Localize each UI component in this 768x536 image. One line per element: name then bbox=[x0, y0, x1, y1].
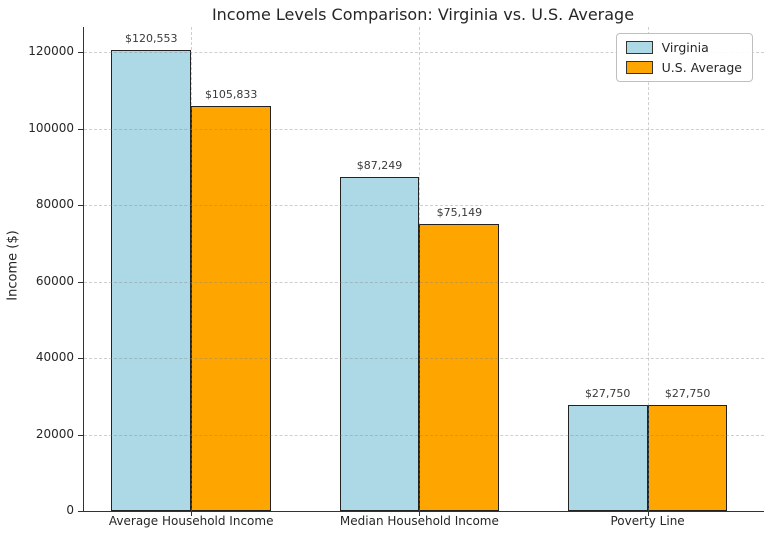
y-tick-label: 0 bbox=[66, 503, 74, 517]
y-tick-label: 60000 bbox=[35, 273, 74, 288]
x-tick-mark bbox=[191, 511, 193, 516]
chart-title: Income Levels Comparison: Virginia vs. U… bbox=[211, 5, 635, 24]
x-tick-mark bbox=[647, 511, 649, 516]
y-tick-mark bbox=[78, 128, 84, 130]
legend-swatch-virginia bbox=[625, 41, 653, 54]
y-tick-mark bbox=[78, 358, 84, 360]
y-tick-mark bbox=[78, 434, 84, 436]
y-tick-mark bbox=[78, 205, 84, 207]
y-tick-label: 20000 bbox=[35, 426, 74, 441]
bar-value-label: $120,553 bbox=[125, 32, 178, 45]
bar-u-s-average-median-household-income bbox=[419, 223, 500, 511]
legend-item-virginia: Virginia bbox=[625, 40, 742, 55]
y-tick-label: 100000 bbox=[28, 120, 74, 135]
legend-swatch-us-average bbox=[625, 61, 653, 74]
bar-value-label: $87,249 bbox=[356, 159, 403, 173]
legend: Virginia U.S. Average bbox=[615, 33, 753, 82]
y-tick-label: 120000 bbox=[28, 44, 74, 59]
y-axis-label: Income ($) bbox=[5, 230, 21, 301]
x-tick-mark bbox=[419, 511, 421, 516]
bar-value-label: $105,833 bbox=[204, 88, 258, 102]
bar-value-label: $75,149 bbox=[436, 205, 483, 219]
y-tick-label: 40000 bbox=[35, 350, 74, 365]
y-tick-label: 80000 bbox=[35, 197, 74, 212]
legend-label-us-average: U.S. Average bbox=[661, 60, 742, 75]
x-tick-label-average-household-income: Average Household Income bbox=[108, 514, 274, 528]
bar-u-s-average-average-household-income bbox=[191, 106, 272, 511]
x-tick-label-poverty-line: Poverty Line bbox=[610, 514, 685, 528]
legend-item-us-average: U.S. Average bbox=[625, 60, 742, 75]
bar-virginia-average-household-income bbox=[111, 50, 192, 511]
bar-virginia-median-household-income bbox=[339, 177, 420, 511]
x-tick-label-median-household-income: Median Household Income bbox=[339, 514, 499, 528]
bar-value-label: $27,750 bbox=[664, 386, 711, 400]
y-tick-mark bbox=[78, 52, 84, 54]
bar-value-label: $27,750 bbox=[584, 386, 631, 400]
plot-area: Virginia U.S. Average $120,553 $87,249 $27… bbox=[28, 27, 764, 528]
bar-u-s-average-poverty-line bbox=[647, 404, 728, 511]
y-tick-mark bbox=[78, 511, 84, 512]
y-tick-mark bbox=[78, 281, 84, 283]
bar-virginia-poverty-line bbox=[567, 404, 648, 511]
legend-label-virginia: Virginia bbox=[661, 40, 709, 55]
